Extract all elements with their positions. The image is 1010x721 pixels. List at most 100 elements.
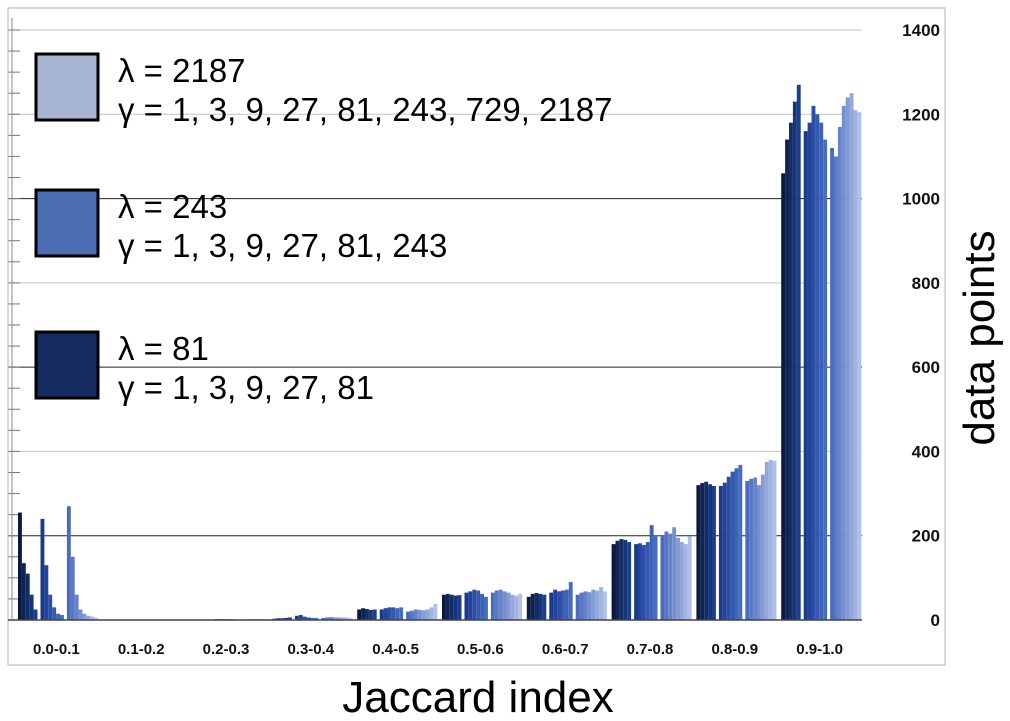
bar	[768, 459, 773, 620]
bar	[603, 591, 607, 620]
bar	[60, 614, 64, 620]
bar	[78, 609, 83, 620]
bar	[387, 607, 392, 620]
bar	[406, 611, 410, 620]
bar	[579, 592, 584, 620]
bar	[696, 485, 701, 620]
y-tick-label: 800	[912, 274, 940, 293]
bar	[542, 594, 547, 620]
bar	[857, 112, 862, 621]
bar	[561, 590, 565, 620]
bar	[760, 474, 765, 620]
bar	[837, 126, 842, 621]
bar	[627, 542, 632, 620]
bar	[819, 122, 824, 621]
bar	[772, 460, 777, 620]
bar	[357, 609, 362, 620]
bar	[781, 173, 786, 621]
bar	[484, 596, 488, 620]
bar	[676, 537, 680, 620]
bar	[70, 556, 75, 620]
bar	[433, 603, 438, 620]
bar	[21, 563, 26, 620]
x-category-label: 0.5-0.6	[457, 641, 504, 658]
bar	[518, 593, 523, 620]
bar	[417, 609, 422, 620]
bar	[830, 148, 834, 620]
bar	[534, 593, 539, 620]
legend-gamma-label: γ = 1, 3, 9, 27, 81, 243	[118, 227, 447, 264]
x-category-label: 0.1-0.2	[118, 641, 165, 658]
bar	[730, 471, 735, 620]
bar	[708, 484, 712, 620]
legend-swatch	[34, 188, 100, 258]
bar	[40, 518, 45, 620]
bar	[722, 482, 727, 620]
bar	[425, 609, 430, 620]
x-category-labels: 0.0-0.1 0.1-0.2 0.2-0.3 0.3-0.4 0.4-0.5 0.5-0…	[33, 641, 843, 658]
legend-swatch	[34, 330, 100, 400]
bar	[368, 609, 373, 620]
bar	[48, 594, 53, 620]
bar	[506, 592, 511, 620]
bar	[94, 617, 99, 620]
bar	[399, 607, 404, 620]
bar	[649, 525, 654, 620]
bar	[789, 122, 793, 621]
bar	[329, 617, 333, 620]
bar	[764, 461, 769, 620]
y-tick-label: 1000	[902, 190, 940, 209]
bar	[472, 589, 477, 620]
bar	[738, 464, 743, 620]
bar	[653, 535, 658, 620]
bar	[410, 610, 414, 620]
y-tick-label: 200	[912, 527, 940, 546]
bar	[718, 485, 723, 620]
bar	[587, 592, 592, 620]
bar	[325, 617, 330, 620]
bar	[807, 122, 812, 621]
bar	[549, 592, 554, 620]
bar	[841, 105, 846, 621]
bar	[575, 594, 580, 620]
bar	[553, 589, 558, 620]
bar	[29, 594, 34, 620]
bar	[853, 110, 858, 620]
bar	[276, 618, 281, 620]
bar	[796, 84, 801, 621]
bar	[314, 617, 319, 620]
bar	[845, 97, 850, 621]
bar	[336, 617, 341, 620]
y-tick-labels: 0 200 400 600 800 1000 1200 1400	[902, 21, 940, 630]
bar	[734, 468, 739, 620]
bar	[619, 539, 624, 620]
bar	[344, 617, 349, 620]
bar	[757, 485, 761, 620]
bar	[468, 591, 473, 620]
bar	[44, 565, 49, 620]
bar	[476, 590, 481, 620]
bar	[302, 616, 307, 620]
bar	[792, 101, 797, 620]
bar	[379, 609, 384, 620]
bar	[421, 610, 426, 620]
bar	[498, 589, 503, 620]
bar	[66, 506, 71, 620]
bar	[680, 542, 684, 620]
x-category-label: 0.9-1.0	[796, 641, 843, 658]
bar	[704, 481, 709, 620]
bar	[599, 587, 603, 620]
bar	[611, 544, 616, 620]
bar	[660, 535, 665, 620]
bar	[453, 595, 458, 620]
bar	[457, 595, 462, 620]
bar	[583, 591, 588, 620]
bar	[82, 613, 87, 620]
bar	[502, 591, 507, 620]
bar	[490, 592, 495, 620]
bar	[284, 617, 288, 620]
legend-gamma-label: γ = 1, 3, 9, 27, 81	[118, 369, 374, 406]
bar	[634, 544, 638, 620]
